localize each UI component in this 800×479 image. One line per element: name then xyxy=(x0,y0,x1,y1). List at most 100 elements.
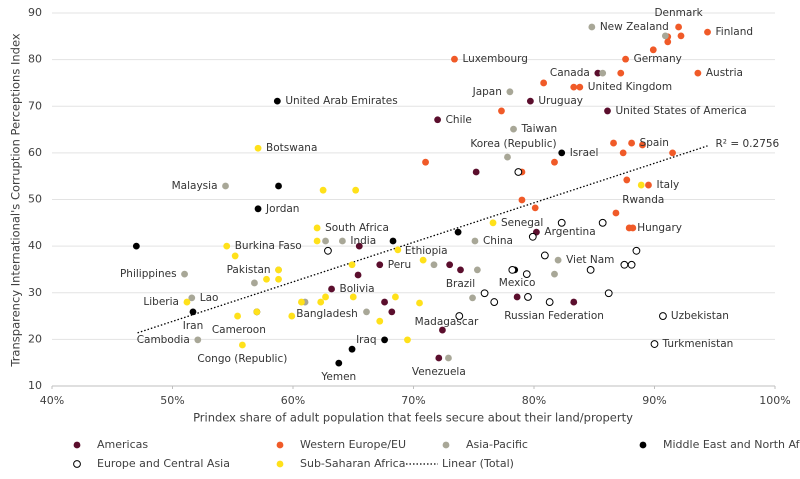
point-label: Hungary xyxy=(637,222,682,234)
data-point xyxy=(531,204,539,212)
data-point xyxy=(254,144,262,152)
data-point xyxy=(612,209,620,217)
data-point xyxy=(526,97,534,105)
point-label: Lao xyxy=(200,292,219,304)
data-point xyxy=(540,251,549,260)
data-point xyxy=(620,260,629,269)
y-tick-label: 40 xyxy=(28,239,42,252)
data-point xyxy=(628,139,636,147)
data-point xyxy=(489,219,497,227)
data-point xyxy=(594,69,602,77)
point-label: Japan xyxy=(472,86,502,98)
data-point xyxy=(194,336,202,344)
data-point xyxy=(454,228,462,236)
data-point xyxy=(189,308,197,316)
data-point xyxy=(588,23,596,31)
point-label: Bangladesh xyxy=(296,308,358,320)
data-point xyxy=(669,149,676,157)
data-point xyxy=(322,293,329,301)
point-label: Finland xyxy=(716,26,754,38)
data-point xyxy=(354,271,362,279)
legend-label: Western Europe/EU xyxy=(300,438,406,451)
data-point xyxy=(650,340,659,348)
data-point xyxy=(508,266,517,274)
point-label: South Africa xyxy=(325,222,389,234)
data-point xyxy=(451,55,458,63)
y-tick-label: 90 xyxy=(28,6,42,19)
point-label: Madagascar xyxy=(415,316,479,328)
data-point xyxy=(313,237,321,245)
x-axis-title: Prindex share of adult population that f… xyxy=(193,411,633,425)
legend-marker xyxy=(639,441,647,449)
data-point xyxy=(181,270,188,278)
point-label: Senegal xyxy=(501,217,543,229)
data-point xyxy=(188,294,196,302)
data-point xyxy=(322,237,329,245)
point-label: Italy xyxy=(656,179,679,191)
point-label: United Arab Emirates xyxy=(285,95,397,107)
data-point xyxy=(645,181,652,189)
data-point xyxy=(694,69,702,77)
data-point xyxy=(649,46,657,54)
data-point xyxy=(704,28,711,36)
legend-label: Americas xyxy=(97,438,148,451)
point-label: Spain xyxy=(640,137,669,149)
data-point xyxy=(231,252,239,260)
data-point xyxy=(522,270,531,279)
point-label: Russian Federation xyxy=(504,310,604,322)
point-label: Viet Nam xyxy=(566,254,614,266)
data-point xyxy=(513,293,521,301)
point-label: Chile xyxy=(446,114,472,126)
data-point xyxy=(558,149,566,157)
data-point xyxy=(298,298,305,306)
data-point xyxy=(349,293,357,301)
data-point xyxy=(514,168,523,176)
data-point xyxy=(471,237,479,245)
data-point xyxy=(622,55,629,63)
point-label: Israel xyxy=(570,147,599,159)
data-point xyxy=(528,232,537,241)
x-tick-label: 50% xyxy=(160,394,184,407)
y-tick-label: 50 xyxy=(28,193,42,206)
x-tick-label: 70% xyxy=(401,394,425,407)
point-label: Denmark xyxy=(654,7,703,19)
data-point xyxy=(253,308,261,316)
y-axis-title: Transparency International's Corruption … xyxy=(9,33,23,367)
data-point xyxy=(363,308,370,316)
point-label: India xyxy=(350,235,376,247)
point-label: Iran xyxy=(183,320,204,332)
x-tick-label: 40% xyxy=(40,394,64,407)
point-label: Germany xyxy=(634,53,682,65)
point-label: Luxembourg xyxy=(462,53,527,65)
data-point xyxy=(598,218,607,227)
data-point xyxy=(263,275,270,283)
data-point xyxy=(677,32,685,40)
legend-label: Europe and Central Asia xyxy=(97,457,230,470)
data-point xyxy=(275,266,282,274)
point-label: Brazil xyxy=(446,278,475,290)
data-point xyxy=(328,285,335,293)
trendline xyxy=(137,145,708,334)
point-label: Austria xyxy=(706,67,743,79)
point-label: Uzbekistan xyxy=(671,310,729,322)
data-point xyxy=(376,317,384,325)
data-point xyxy=(313,224,321,232)
point-label: Burkina Faso xyxy=(235,240,302,252)
data-point xyxy=(637,181,645,189)
data-point xyxy=(524,293,532,301)
data-point xyxy=(335,359,343,367)
legend-label: Asia-Pacific xyxy=(466,438,528,451)
y-tick-label: 60 xyxy=(28,146,42,159)
point-label: Taiwan xyxy=(521,123,558,135)
point-label: Peru xyxy=(388,259,411,271)
point-label: Malaysia xyxy=(172,180,218,192)
point-label: Venezuela xyxy=(412,366,466,378)
data-point xyxy=(518,196,526,204)
point-label: Jordan xyxy=(265,203,299,215)
point-label: Liberia xyxy=(143,296,179,308)
y-tick-label: 10 xyxy=(28,379,42,392)
data-point xyxy=(381,336,388,344)
data-point xyxy=(506,88,514,96)
legend-label: Linear (Total) xyxy=(442,457,514,470)
trendline-annotation: R² = 0.2756 xyxy=(716,138,780,150)
